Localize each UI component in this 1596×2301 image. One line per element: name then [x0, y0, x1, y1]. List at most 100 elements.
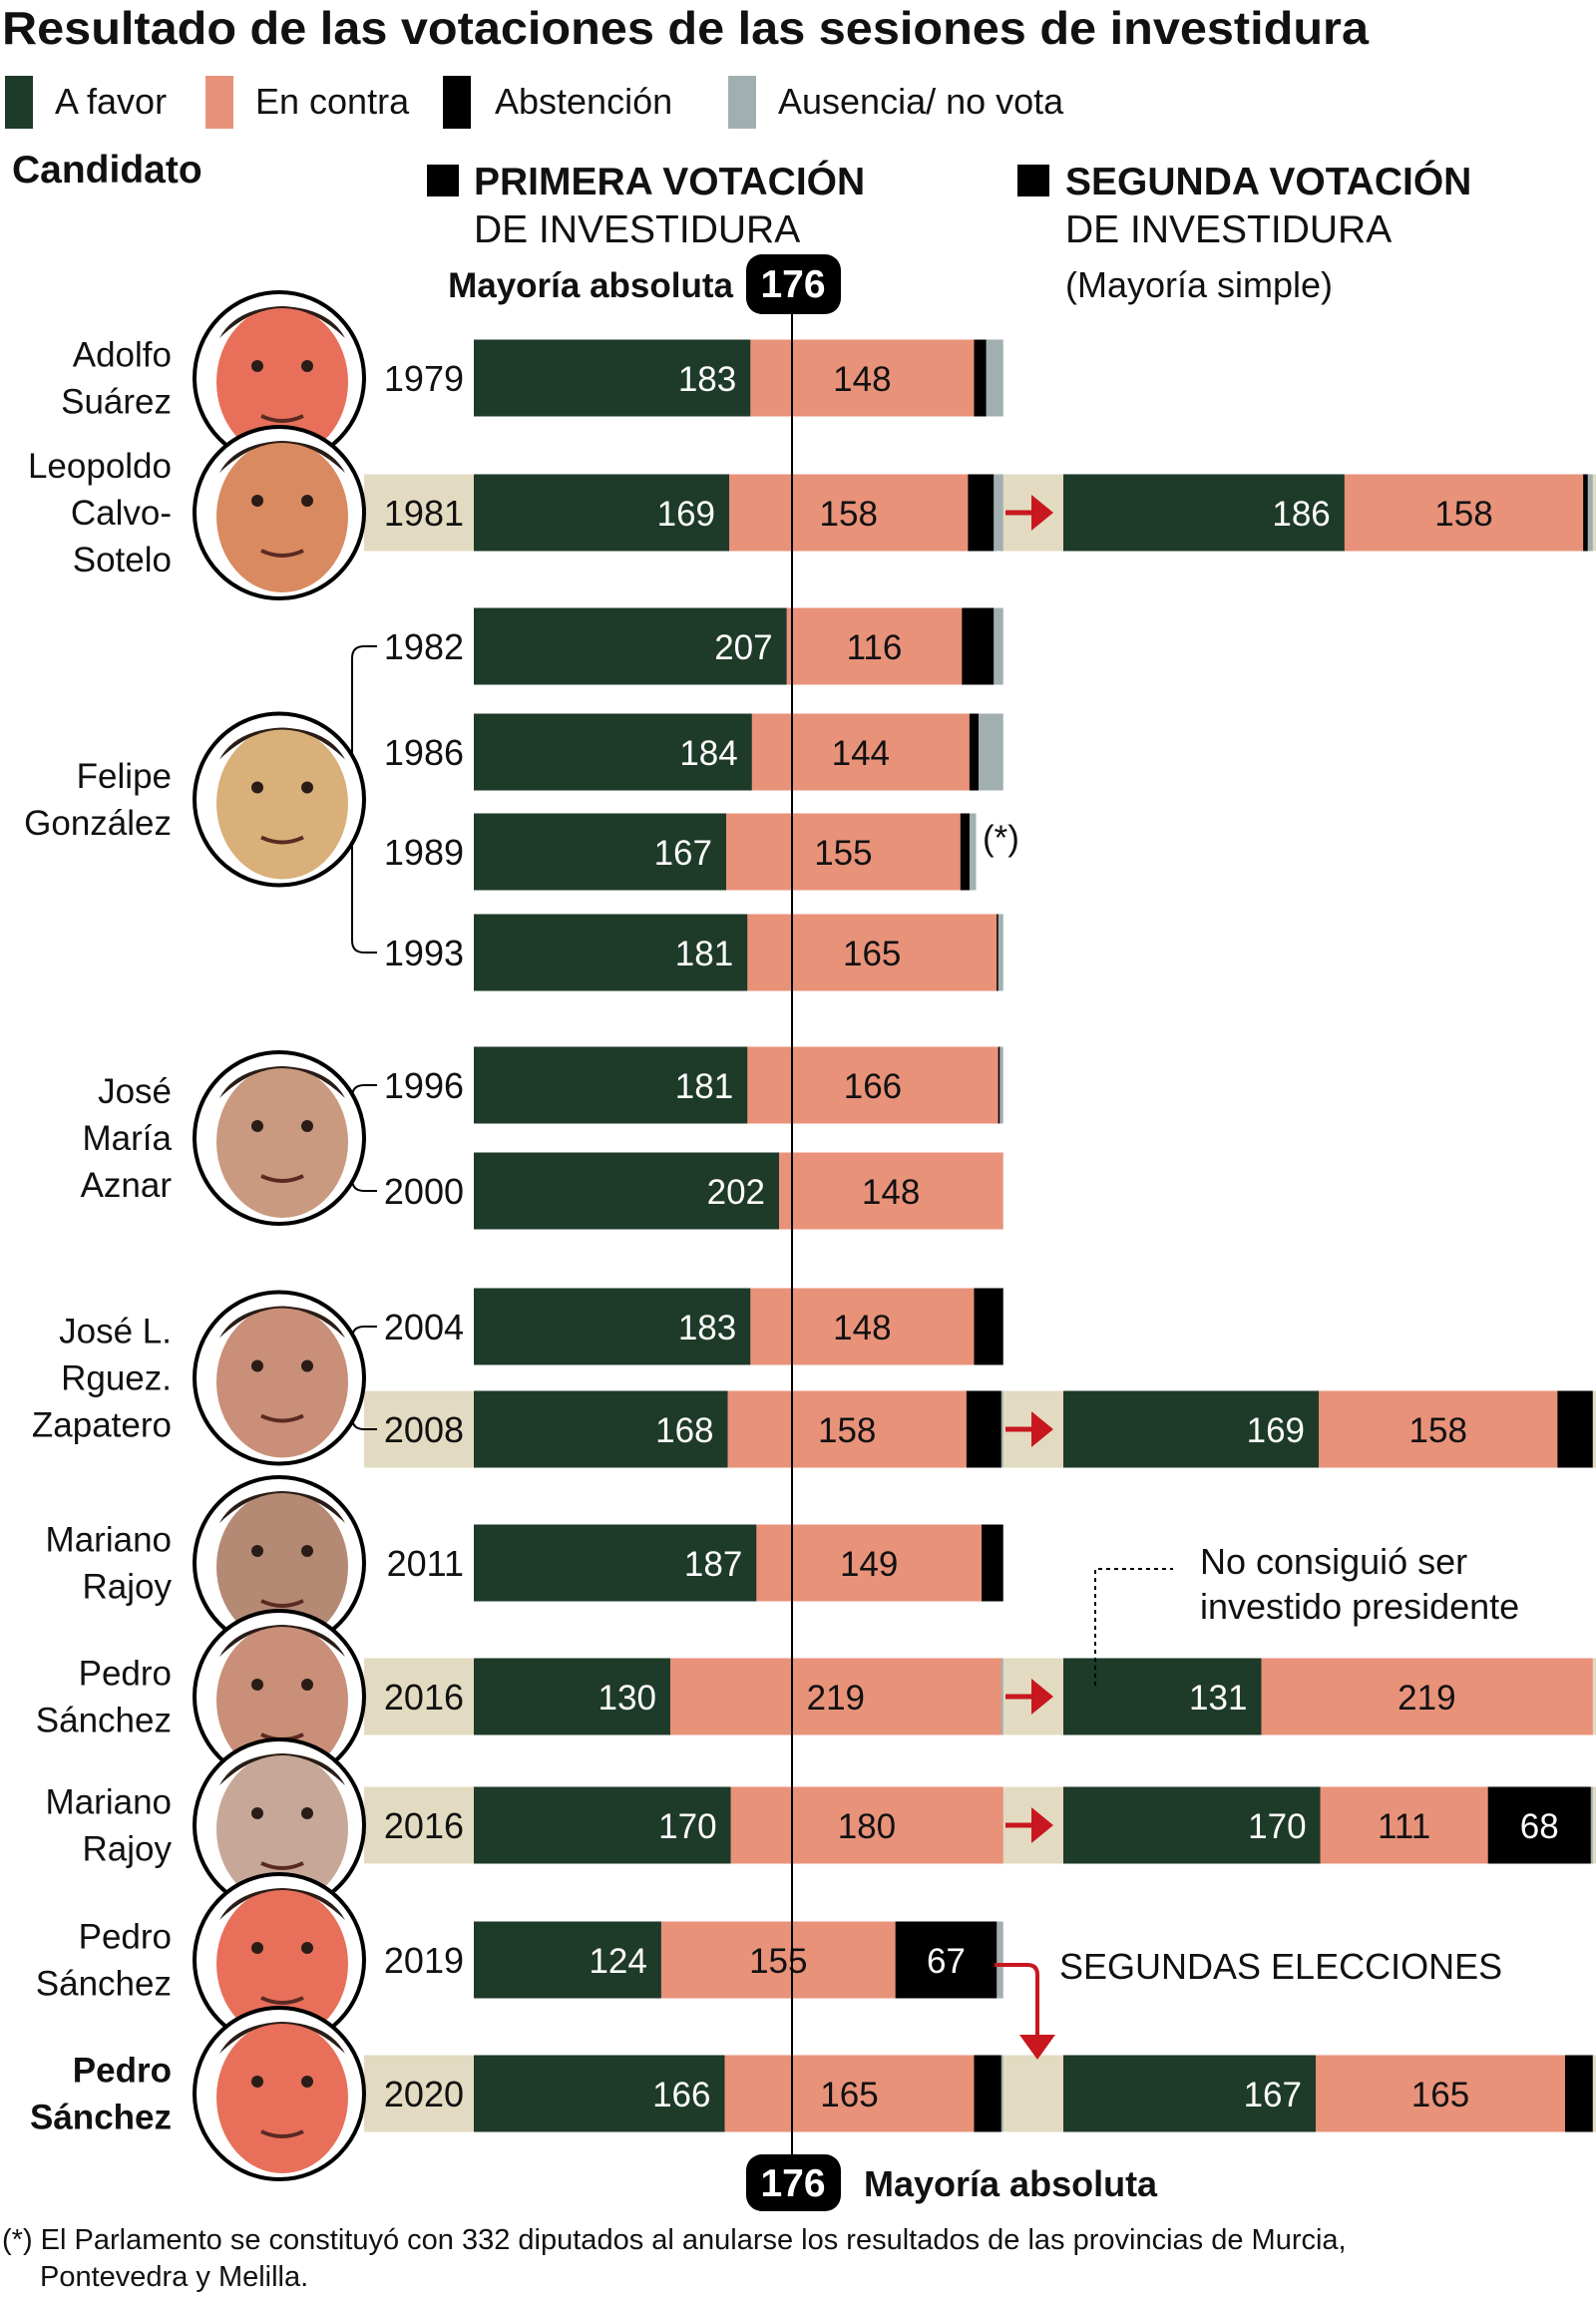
bar-label-contra: 165: [1411, 2076, 1469, 2114]
bar-segment-favor: [474, 2055, 725, 2132]
bar-segment-favor: [1063, 1786, 1322, 1864]
candidate-name-line: Rajoy: [83, 1568, 173, 1607]
arrow-right-head: [1031, 1807, 1053, 1843]
bar-segment-favor: [474, 1288, 751, 1365]
bar-segment-favor: [474, 1921, 662, 1999]
candidate-name-line: Aznar: [81, 1166, 173, 1205]
bar-segment-contra: [730, 1786, 1003, 1864]
candidate-photo: [193, 711, 366, 888]
mayoria-badge-bottom: [746, 2154, 841, 2211]
legend-swatch-contra: [205, 76, 233, 129]
candidate-name-line: Felipe: [77, 757, 172, 796]
bar-label-favor: 166: [652, 2076, 710, 2114]
second-vote-bar: 131 219: [1063, 1658, 1593, 1735]
bar-segment-ausencia: [994, 607, 1003, 685]
row-year: 2020: [384, 2074, 464, 2114]
chart-title: Resultado de las votaciones de las sesio…: [2, 2, 1369, 54]
legend-label-ausencia: Ausencia/ no vota: [778, 81, 1064, 122]
candidate-photo: [193, 1737, 366, 1913]
row-year: 1979: [384, 358, 464, 399]
bar-segment-contra: [729, 474, 969, 552]
candidate: Mariano Rajoy: [46, 1475, 366, 1651]
bar-label-contra: 111: [1378, 1807, 1430, 1846]
header-candidato: Candidato: [12, 149, 202, 192]
bar-label-favor: 181: [675, 935, 733, 973]
bar-label-contra: 149: [840, 1545, 898, 1584]
header-segunda-square: [1017, 165, 1049, 196]
bar-label-contra: 166: [844, 1067, 902, 1106]
bar-label-contra: 219: [807, 1679, 865, 1718]
first-vote-bar: 207 116: [474, 607, 1003, 685]
bar-segment-favor: [474, 339, 751, 417]
first-vote-bar: 124 155 67: [474, 1921, 1003, 1999]
bar-label-favor: 169: [657, 495, 715, 534]
candidate-name-line: José: [98, 1072, 172, 1111]
mayoria-label-bottom: Mayoría absoluta: [864, 2163, 1158, 2204]
candidate-name-line: Zapatero: [32, 1406, 172, 1445]
bar-label-abstencion: 68: [1520, 1807, 1559, 1846]
bar-segment-contra: [779, 1152, 1003, 1230]
bar-segment-abstencion: [974, 2055, 1002, 2132]
bar-label-favor: 184: [679, 734, 737, 773]
candidate: Leopoldo Calvo- Sotelo: [28, 425, 366, 600]
candidate-name-line: Rguez.: [61, 1359, 172, 1398]
row-year: 2016: [384, 1805, 464, 1846]
bar-label-favor: 124: [589, 1942, 646, 1981]
bar-segment-contra: [727, 1390, 968, 1468]
bar-label-favor: 167: [1244, 2076, 1302, 2114]
row-year: 1982: [384, 626, 464, 667]
first-vote-bar: 181 166: [474, 1046, 1003, 1124]
legend-swatch-abstencion: [443, 76, 471, 129]
bar-label-contra: 116: [847, 628, 903, 667]
candidate-name-line: Leopoldo: [28, 447, 172, 486]
annotation-no-investido: No consiguió ser investido presidente: [1094, 1541, 1519, 1686]
legend-label-abstencion: Abstención: [495, 81, 672, 122]
mayoria-badge-top: [746, 254, 841, 314]
bar-label-favor: 170: [1248, 1807, 1306, 1846]
candidate-name-line: Sánchez: [36, 1965, 172, 2004]
candidate: José L. Rguez. Zapatero: [32, 1290, 377, 1466]
row-year: 2019: [384, 1940, 464, 1981]
arrow-right-head: [1031, 1411, 1053, 1447]
bar-segment-abstencion: [1557, 1390, 1593, 1468]
bar-segment-favor: [1063, 1390, 1320, 1468]
candidate: Pedro Sánchez: [36, 1872, 366, 2048]
bar-label-favor: 202: [707, 1173, 765, 1212]
bar-segment-contra: [747, 914, 998, 991]
bar-segment-contra: [786, 607, 963, 685]
bar-segment-ausencia: [994, 474, 1003, 552]
bar-segment-favor: [1063, 474, 1346, 552]
bar-segment-abstencion: [974, 339, 988, 417]
bar-segment-contra: [660, 1921, 897, 1999]
first-vote-bar: 168 158: [474, 1390, 1003, 1468]
bar-label-contra: 148: [862, 1173, 920, 1212]
bar-label-contra: 165: [820, 2076, 878, 2114]
bar-segment-favor: [474, 1046, 748, 1124]
first-vote-bar: 167 155: [474, 813, 977, 891]
bar-label-favor: 130: [598, 1679, 656, 1718]
header-segunda-line2: DE INVESTIDURA: [1065, 208, 1392, 251]
bar-label-favor: 181: [675, 1067, 733, 1106]
row-year: 1981: [384, 493, 464, 534]
bar-segment-ausencia: [997, 1921, 1003, 1999]
bar-segment-ausencia: [1000, 1658, 1003, 1735]
bar-segment-ausencia: [1000, 2055, 1003, 2132]
bar-label-contra: 158: [1434, 495, 1492, 534]
bar-segment-contra: [1316, 2055, 1566, 2132]
bar-segment-ausencia: [1587, 474, 1593, 552]
bar-segment-ausencia: [969, 813, 977, 891]
candidate-name-line: Rajoy: [83, 1830, 173, 1869]
bar-segment-favor: [474, 1390, 729, 1468]
candidate: José María Aznar: [81, 1050, 377, 1226]
bar-label-favor: 167: [654, 834, 712, 873]
bar-segment-contra: [756, 1524, 983, 1602]
row-year: 2008: [384, 1409, 464, 1450]
bars: 1979 183 148 1981 169 158 186 158 1982 207 116 1986…: [384, 339, 1593, 2132]
bar-segment-contra: [726, 813, 962, 891]
legend: A favor En contra Abstención Ausencia/ n…: [5, 76, 1064, 129]
candidate: Felipe González: [24, 645, 377, 954]
legend-swatch-ausencia: [728, 76, 756, 129]
bar-segment-ausencia: [979, 713, 1003, 791]
legend-swatch-favor: [5, 76, 33, 129]
